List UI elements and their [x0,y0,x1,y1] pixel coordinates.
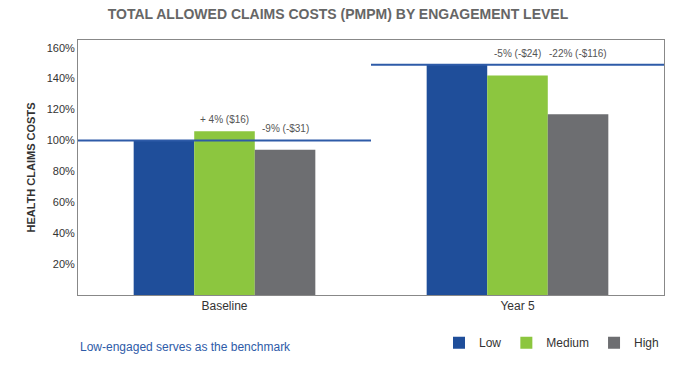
svg-text:High: High [634,336,659,350]
svg-text:Year 5: Year 5 [500,299,535,313]
svg-text:-5% (-$24): -5% (-$24) [494,48,541,59]
svg-text:-22% (-$116): -22% (-$116) [549,48,607,59]
svg-text:+ 4% ($16): + 4% ($16) [200,114,249,125]
svg-text:20%: 20% [53,258,75,270]
svg-text:60%: 60% [53,196,75,208]
svg-text:Medium: Medium [546,336,589,350]
svg-text:40%: 40% [53,227,75,239]
svg-text:HEALTH CLAIMS COSTS: HEALTH CLAIMS COSTS [25,103,37,233]
svg-text:Baseline: Baseline [201,299,247,313]
svg-text:80%: 80% [53,165,75,177]
svg-text:120%: 120% [47,103,75,115]
svg-text:160%: 160% [47,42,75,54]
svg-text:TOTAL ALLOWED CLAIMS COSTS (PM: TOTAL ALLOWED CLAIMS COSTS (PMPM) BY ENG… [108,6,569,22]
svg-text:Low-engaged serves as the benc: Low-engaged serves as the benchmark [80,340,291,354]
svg-text:Low: Low [479,336,501,350]
svg-text:140%: 140% [47,72,75,84]
svg-text:-9% (-$31): -9% (-$31) [262,123,309,134]
svg-text:100%: 100% [47,134,75,146]
